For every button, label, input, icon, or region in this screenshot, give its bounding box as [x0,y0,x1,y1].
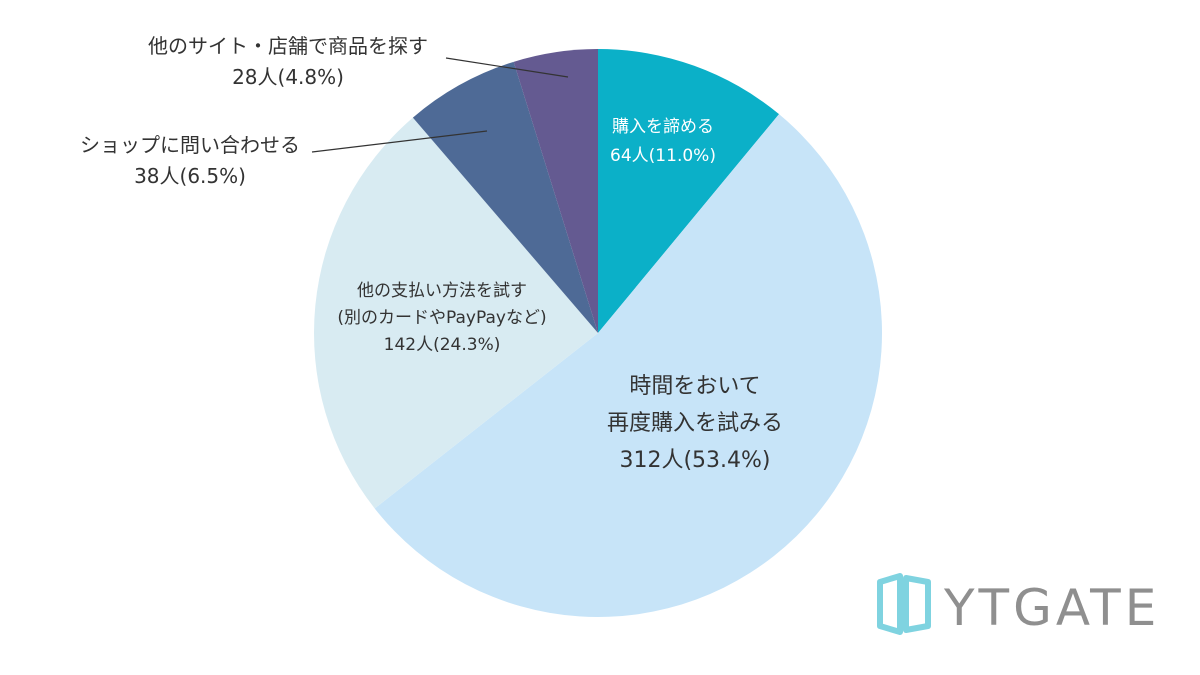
slice-label-line: 28人(4.8%) [232,65,344,89]
door-icon [877,573,931,635]
slice-label-5: 他のサイト・店舗で商品を探す 28人(4.8%) [148,34,428,89]
slice-label-1: 購入を諦める 64人(11.0%) [610,117,716,166]
pie-slice-3 [314,117,598,509]
slice-label-3: 他の支払い方法を試す (別のカードやPayPayなど) 142人(24.3%) [337,281,546,355]
slice-label-line: 312人(53.4%) [619,448,770,473]
slice-label-line: ショップに問い合わせる [80,133,300,157]
pie-slice-2 [374,114,882,618]
slice-label-line: 他の支払い方法を試す [357,281,527,301]
slice-label-line: 他のサイト・店舗で商品を探す [148,34,428,58]
slice-label-line: 142人(24.3%) [384,335,501,355]
leader-line-5 [445,57,569,78]
leader-lines [311,57,569,153]
slice-labels: 購入を諦める 64人(11.0%) 時間をおいて再度購入を試みる 312人(53.4%… [80,34,783,473]
leader-line-4 [311,130,488,153]
slice-label-line: (別のカードやPayPayなど) [337,308,546,328]
slice-label-line: 再度購入を試みる [607,411,783,436]
pie-slice-1 [598,49,780,333]
slice-label-line: 64人(11.0%) [610,146,716,166]
slice-label-4: ショップに問い合わせる 38人(6.5%) [80,133,300,188]
pie-slice-4 [412,61,598,333]
ytgate-logo: YTGATE [877,573,1160,637]
logo-text: YTGATE [943,579,1160,637]
slice-label-2: 時間をおいて再度購入を試みる 312人(53.4%) [607,374,783,473]
slice-label-line: 購入を諦める [612,117,714,137]
slice-label-line: 時間をおいて [629,374,760,399]
pie-slice-5 [513,49,598,333]
slice-label-line: 38人(6.5%) [134,164,246,188]
pie-slices [314,49,882,618]
